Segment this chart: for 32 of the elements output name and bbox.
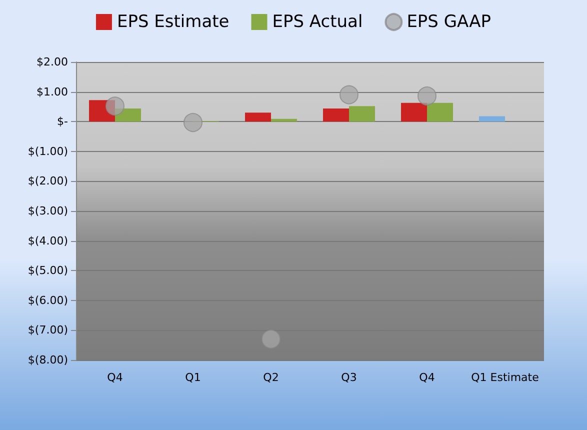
y-tick-label: $(6.00)	[28, 294, 68, 307]
point	[262, 330, 280, 349]
x-tick-label: Q2	[263, 371, 279, 384]
y-tick-label: $1.00	[36, 85, 68, 98]
legend-label: EPS GAAP	[406, 12, 492, 32]
y-tick-label: $(7.00)	[28, 324, 68, 337]
point	[106, 96, 124, 116]
y-tick-label: $(4.00)	[28, 234, 68, 248]
bar	[245, 112, 271, 122]
x-tick-label: Q4	[107, 371, 123, 384]
bar	[479, 116, 505, 122]
bar	[401, 102, 427, 122]
point	[184, 113, 202, 132]
y-tick-label: $(8.00)	[28, 354, 68, 366]
bar	[271, 118, 297, 122]
y-tick-label: $-	[57, 115, 68, 128]
y-tick-label: $(3.00)	[28, 204, 68, 218]
y-tick-label: $(2.00)	[28, 174, 68, 188]
legend-label: EPS Actual	[272, 12, 363, 32]
bar	[323, 108, 349, 122]
x-tick-label: Q1	[185, 371, 201, 384]
point	[340, 85, 358, 104]
y-tick-label: $2.00	[36, 56, 68, 68]
x-tick-label: Q4	[419, 371, 435, 384]
point	[418, 86, 436, 106]
x-tick-label: Q3	[341, 371, 357, 384]
y-tick-label: $(5.00)	[28, 264, 68, 278]
y-tick-label: $(1.00)	[28, 144, 68, 158]
bar	[427, 102, 453, 122]
bar	[349, 106, 375, 122]
x-tick-label: Q1 Estimate	[471, 371, 540, 384]
legend-label: EPS Estimate	[116, 12, 230, 32]
